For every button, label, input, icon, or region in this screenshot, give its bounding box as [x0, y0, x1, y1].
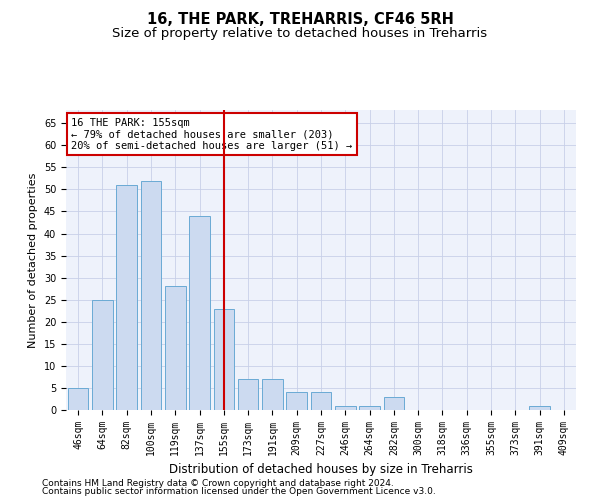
Bar: [214, 308, 234, 410]
Y-axis label: Number of detached properties: Number of detached properties: [28, 172, 38, 348]
Bar: [359, 406, 380, 410]
Bar: [383, 397, 404, 410]
Bar: [311, 392, 331, 410]
Bar: [116, 185, 137, 410]
Bar: [529, 406, 550, 410]
Text: Size of property relative to detached houses in Treharris: Size of property relative to detached ho…: [112, 28, 488, 40]
Bar: [238, 379, 259, 410]
Text: 16 THE PARK: 155sqm
← 79% of detached houses are smaller (203)
20% of semi-detac: 16 THE PARK: 155sqm ← 79% of detached ho…: [71, 118, 352, 150]
Bar: [335, 406, 356, 410]
Text: Contains HM Land Registry data © Crown copyright and database right 2024.: Contains HM Land Registry data © Crown c…: [42, 478, 394, 488]
Text: 16, THE PARK, TREHARRIS, CF46 5RH: 16, THE PARK, TREHARRIS, CF46 5RH: [146, 12, 454, 28]
X-axis label: Distribution of detached houses by size in Treharris: Distribution of detached houses by size …: [169, 464, 473, 476]
Bar: [68, 388, 88, 410]
Bar: [92, 300, 113, 410]
Bar: [140, 180, 161, 410]
Bar: [262, 379, 283, 410]
Text: Contains public sector information licensed under the Open Government Licence v3: Contains public sector information licen…: [42, 487, 436, 496]
Bar: [189, 216, 210, 410]
Bar: [165, 286, 185, 410]
Bar: [286, 392, 307, 410]
